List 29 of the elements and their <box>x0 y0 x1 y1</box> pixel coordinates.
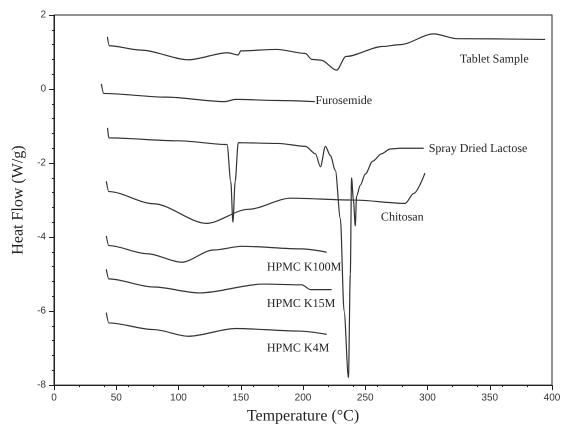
line-series <box>106 312 328 337</box>
y-tick-label: -8 <box>37 380 46 391</box>
line-series <box>106 33 546 71</box>
x-tick-label: 0 <box>51 392 58 404</box>
x-tick-label: 200 <box>294 392 312 404</box>
x-tick-label: 300 <box>419 392 436 404</box>
y-tick-label: 2 <box>40 10 46 20</box>
y-axis-title: Heat Flow (W/g) <box>10 145 26 255</box>
y-tick-label: 0 <box>40 84 46 95</box>
series-label: HPMC K4M <box>266 340 330 355</box>
series-label: Furosemide <box>315 92 372 107</box>
series-label: Spray Dried Lactose <box>428 141 528 156</box>
y-tick-label: -2 <box>37 158 46 169</box>
series-label: Tablet Sample <box>460 51 529 66</box>
x-axis-title: Temperature (°C) <box>246 408 360 424</box>
x-tick-label: 150 <box>232 392 250 404</box>
x-tick-label: 50 <box>110 392 122 404</box>
line-series <box>106 235 328 263</box>
x-tick-label: 250 <box>356 392 374 404</box>
line-series <box>106 127 424 378</box>
y-tick-label: -4 <box>37 232 46 243</box>
series-label: Chitosan <box>380 209 424 224</box>
y-tick-label: -6 <box>37 306 46 317</box>
line-series <box>100 83 316 102</box>
x-tick-label: 400 <box>544 392 561 404</box>
series-label: HPMC K100M <box>266 260 342 274</box>
series-label: HPMC K15M <box>266 296 336 310</box>
x-tick-label: 350 <box>481 392 499 404</box>
x-tick-label: 100 <box>170 392 188 404</box>
